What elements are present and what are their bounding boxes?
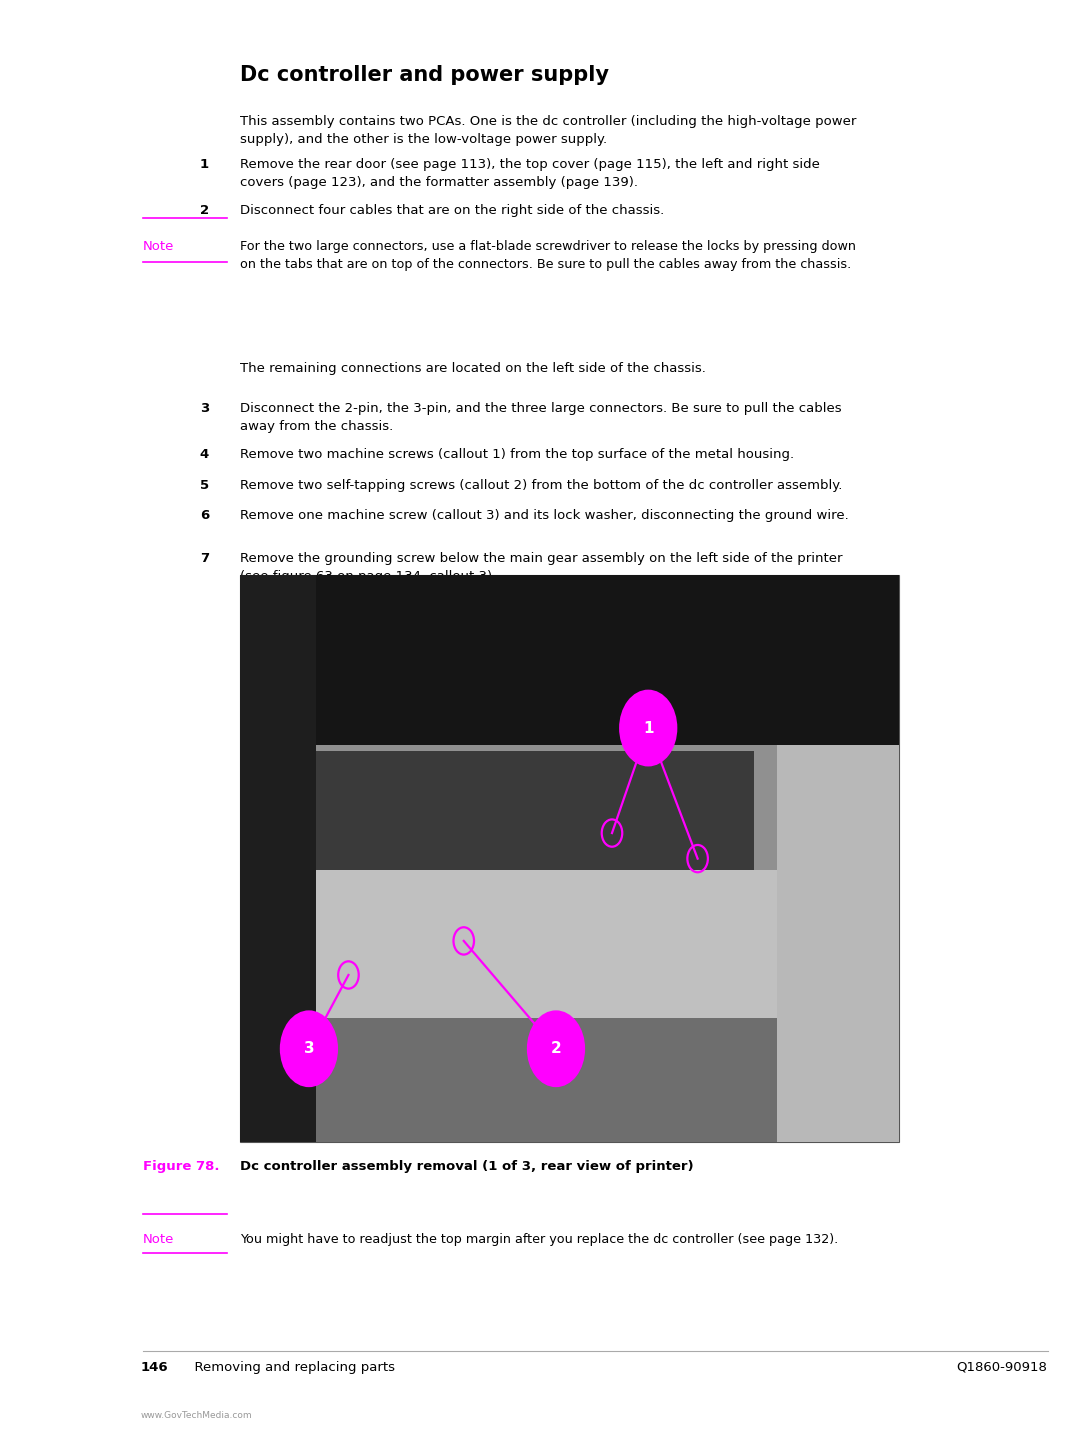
Text: Note: Note — [143, 1233, 174, 1246]
Text: Note: Note — [143, 240, 174, 253]
Text: 3: 3 — [200, 402, 210, 415]
Text: Removing and replacing parts: Removing and replacing parts — [186, 1361, 395, 1374]
Text: Dc controller and power supply: Dc controller and power supply — [240, 65, 609, 85]
Text: 146: 146 — [140, 1361, 168, 1374]
Text: 3: 3 — [303, 1042, 314, 1056]
Text: Q1860-90918: Q1860-90918 — [957, 1361, 1048, 1374]
Text: 2: 2 — [200, 204, 208, 217]
Text: Remove the grounding screw below the main gear assembly on the left side of the : Remove the grounding screw below the mai… — [240, 552, 842, 583]
Text: For the two large connectors, use a flat-blade screwdriver to release the locks : For the two large connectors, use a flat… — [240, 240, 855, 272]
Text: 4: 4 — [200, 448, 210, 461]
Text: You might have to readjust the top margin after you replace the dc controller (s: You might have to readjust the top margi… — [240, 1233, 838, 1246]
Text: 5: 5 — [200, 479, 208, 491]
Circle shape — [281, 1012, 337, 1086]
FancyBboxPatch shape — [240, 750, 754, 875]
FancyBboxPatch shape — [240, 575, 899, 1142]
Text: Remove two self-tapping screws (callout 2) from the bottom of the dc controller : Remove two self-tapping screws (callout … — [240, 479, 842, 491]
Text: 2: 2 — [551, 1042, 562, 1056]
Text: The remaining connections are located on the left side of the chassis.: The remaining connections are located on… — [240, 362, 705, 375]
FancyBboxPatch shape — [315, 1017, 777, 1142]
Text: Remove two machine screws (callout 1) from the top surface of the metal housing.: Remove two machine screws (callout 1) fr… — [240, 448, 794, 461]
FancyBboxPatch shape — [315, 869, 777, 1017]
FancyBboxPatch shape — [777, 744, 899, 1142]
Text: 1: 1 — [200, 158, 208, 171]
Circle shape — [528, 1012, 584, 1086]
Text: Disconnect four cables that are on the right side of the chassis.: Disconnect four cables that are on the r… — [240, 204, 664, 217]
Text: Dc controller assembly removal (1 of 3, rear view of printer): Dc controller assembly removal (1 of 3, … — [240, 1160, 693, 1173]
Text: Figure 78.: Figure 78. — [143, 1160, 219, 1173]
Circle shape — [620, 691, 676, 766]
FancyBboxPatch shape — [240, 575, 899, 744]
Text: www.GovTechMedia.com: www.GovTechMedia.com — [140, 1411, 252, 1420]
Text: Disconnect the 2-pin, the 3-pin, and the three large connectors. Be sure to pull: Disconnect the 2-pin, the 3-pin, and the… — [240, 402, 841, 434]
Text: This assembly contains two PCAs. One is the dc controller (including the high-vo: This assembly contains two PCAs. One is … — [240, 115, 856, 147]
Text: Remove the rear door (see page 113), the top cover (page 115), the left and righ: Remove the rear door (see page 113), the… — [240, 158, 820, 190]
FancyBboxPatch shape — [240, 575, 315, 1142]
Text: Remove one machine screw (callout 3) and its lock washer, disconnecting the grou: Remove one machine screw (callout 3) and… — [240, 509, 849, 522]
Text: 7: 7 — [200, 552, 208, 565]
Text: 6: 6 — [200, 509, 210, 522]
Text: 1: 1 — [643, 720, 653, 736]
